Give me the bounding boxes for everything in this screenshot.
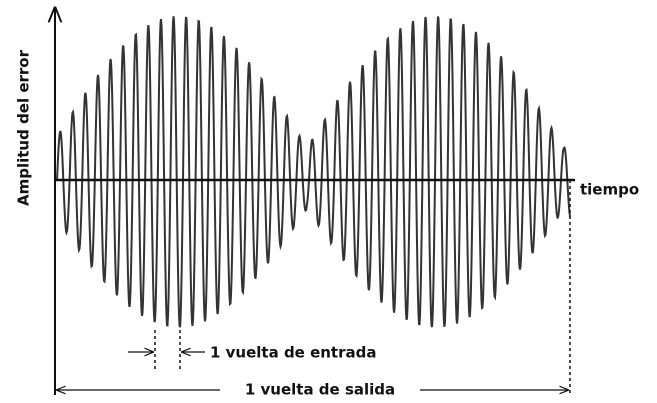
output-turn-label: 1 vuelta de salida <box>245 381 395 399</box>
input-turn-label: 1 vuelta de entrada <box>210 344 376 362</box>
waveform <box>56 16 571 328</box>
y-axis-label: Amplitud del error <box>15 49 33 206</box>
x-axis-label: tiempo <box>580 181 639 199</box>
wave-line <box>56 16 571 328</box>
